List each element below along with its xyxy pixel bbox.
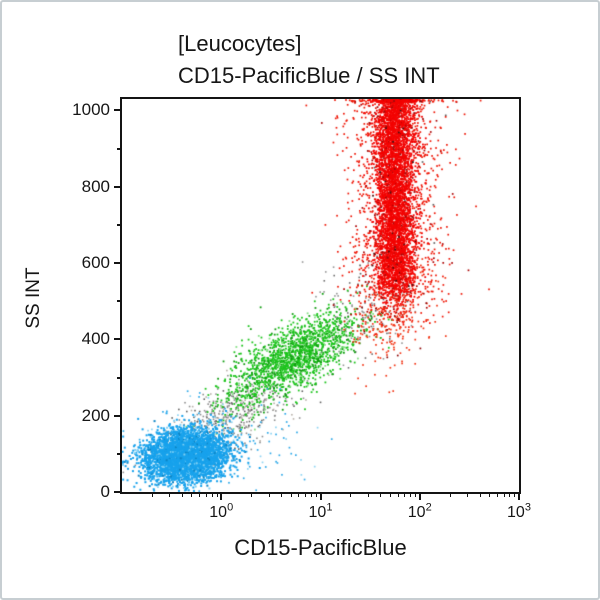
- x-axis-minor-tick: [281, 492, 282, 497]
- x-axis-minor-tick: [404, 492, 406, 497]
- y-axis-major-tick: [114, 491, 122, 493]
- y-axis-tick-label: 1000: [72, 100, 110, 120]
- x-axis-minor-tick: [496, 492, 498, 497]
- x-axis-minor-tick: [216, 492, 218, 497]
- x-axis-minor-tick: [169, 492, 171, 497]
- y-axis-major-tick: [114, 338, 122, 341]
- x-axis-minor-tick: [509, 492, 511, 497]
- x-axis-minor-tick: [514, 492, 516, 497]
- x-axis-minor-tick: [199, 492, 201, 497]
- x-axis-minor-tick: [449, 492, 451, 497]
- x-axis-tick-label: 101: [308, 501, 333, 521]
- x-axis-minor-tick: [350, 492, 352, 497]
- x-axis-minor-tick: [310, 492, 312, 497]
- y-axis-minor-tick: [117, 300, 122, 303]
- x-axis-minor-tick: [467, 492, 469, 497]
- x-axis-minor-tick: [397, 492, 399, 497]
- x-axis-minor-tick: [181, 492, 183, 497]
- x-axis-minor-tick: [251, 492, 253, 497]
- plot-title: [Leucocytes]: [178, 31, 302, 56]
- y-axis-minor-tick: [117, 223, 122, 226]
- x-axis-minor-tick: [191, 492, 193, 497]
- y-axis-major-tick: [114, 109, 122, 112]
- x-axis-minor-tick: [389, 492, 391, 497]
- x-axis-tick-label: 103: [507, 501, 531, 521]
- scatter-canvas: [122, 99, 519, 492]
- y-axis-tick-label: 400: [81, 329, 110, 349]
- x-axis-minor-tick: [367, 492, 369, 497]
- x-axis-minor-tick: [415, 492, 417, 497]
- y-axis-tick-label: 600: [81, 253, 110, 273]
- x-axis-minor-tick: [268, 492, 270, 497]
- x-axis-minor-tick: [298, 492, 300, 497]
- y-axis-major-tick: [114, 414, 122, 417]
- y-axis-tick-label: 0: [100, 482, 110, 501]
- x-axis-minor-tick: [410, 492, 412, 497]
- x-axis-minor-tick: [380, 492, 382, 497]
- title-block: [Leucocytes] CD15-PacificBlue / SS INT: [178, 28, 440, 92]
- x-axis-minor-tick: [305, 492, 307, 497]
- x-axis-label: CD15-PacificBlue: [234, 535, 407, 560]
- y-axis-major-tick: [114, 262, 122, 265]
- x-axis-minor-tick: [315, 492, 317, 497]
- x-axis-minor-tick: [503, 492, 505, 497]
- x-axis-minor-tick: [489, 492, 491, 497]
- x-axis-minor-tick: [290, 492, 292, 497]
- y-axis-minor-tick: [117, 376, 122, 379]
- y-axis-minor-tick: [117, 452, 122, 455]
- plot-subtitle: CD15-PacificBlue / SS INT: [178, 63, 440, 88]
- x-axis-minor-tick: [205, 492, 207, 497]
- x-axis-minor-tick: [479, 492, 481, 497]
- y-axis-minor-tick: [117, 147, 122, 150]
- x-axis-tick-label: 102: [407, 501, 432, 521]
- x-axis-tick-label: 100: [209, 501, 234, 521]
- x-axis-minor-tick: [211, 492, 213, 497]
- y-axis-tick-label: 800: [81, 176, 110, 196]
- x-axis-major-tick: [418, 492, 421, 500]
- x-axis-minor-tick: [151, 492, 153, 497]
- x-axis-major-tick: [319, 492, 322, 500]
- x-axis-major-tick: [518, 492, 520, 500]
- y-axis-major-tick: [114, 185, 122, 188]
- x-axis-major-tick: [220, 492, 223, 500]
- y-axis-tick-label: 200: [81, 405, 110, 425]
